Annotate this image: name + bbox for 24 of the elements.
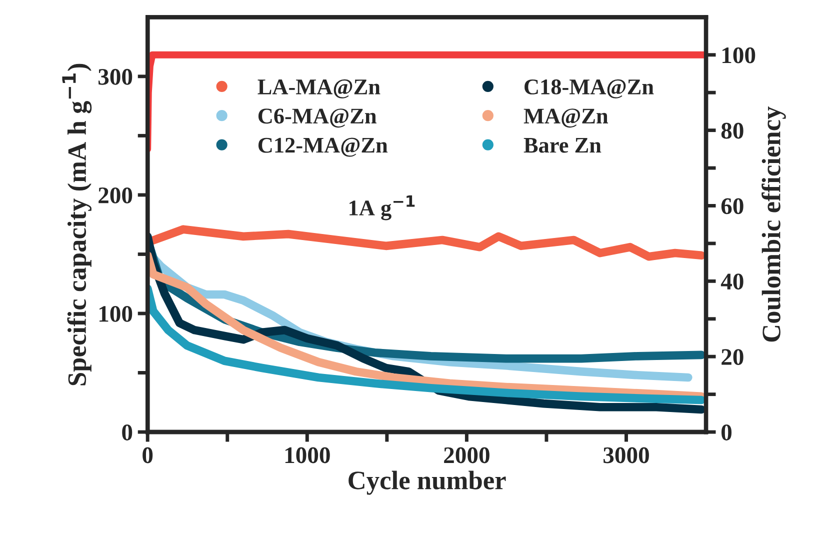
x-tick-label: 0 <box>142 447 153 464</box>
x-tick-label: 3000 <box>604 447 649 464</box>
x-tick-label: 2000 <box>444 447 490 464</box>
y2-axis-title: Coulombic efficiency <box>762 106 786 342</box>
y-tick-label: 100 <box>99 306 132 322</box>
x-axis-title: Cycle number <box>348 470 506 495</box>
annotation: 1A g$^{−1}$ <box>350 195 415 220</box>
y2-tick-label: 0 <box>722 424 732 440</box>
y2-tick-label: 20 <box>722 349 744 366</box>
legend-label: LA-MA@Zn <box>258 79 380 98</box>
y2-tick-label: 40 <box>720 274 744 290</box>
legend-label: C6-MA@Zn <box>258 108 376 128</box>
y-tick-label: 200 <box>98 187 132 204</box>
legend-label: C18-MA@Zn <box>524 79 654 98</box>
y-axis-title: Specific capacity (mA h g$^{−1}$) <box>62 64 92 386</box>
y2-tick-label: 80 <box>721 122 744 139</box>
legend-label: MA@Zn <box>524 108 608 128</box>
y-tick-label: 300 <box>98 68 132 85</box>
x-tick-label: 1000 <box>285 447 330 464</box>
y2-tick-label: 100 <box>722 47 756 64</box>
y-tick-label: 0 <box>122 424 132 440</box>
legend-label: Bare Zn <box>524 138 602 153</box>
legend-label: C12-MA@Zn <box>258 138 388 157</box>
y2-tick-label: 60 <box>721 198 744 214</box>
